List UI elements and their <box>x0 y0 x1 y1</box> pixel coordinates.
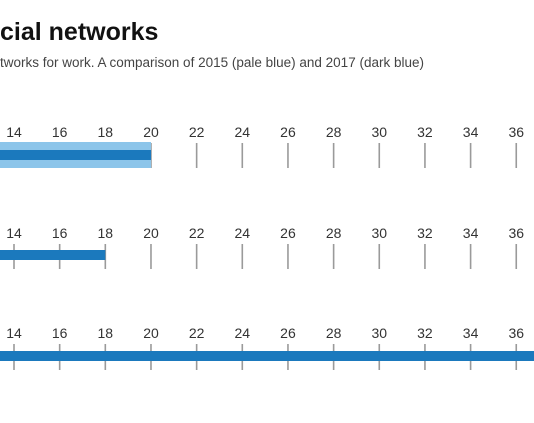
tick-label: 30 <box>371 225 387 241</box>
tick-label: 32 <box>417 124 433 140</box>
tick-label: 36 <box>508 225 524 241</box>
tick-label: 22 <box>189 225 205 241</box>
tick-label: 28 <box>326 325 342 341</box>
bar-2017 <box>0 150 151 160</box>
tick-label: 22 <box>189 124 205 140</box>
tick-label: 16 <box>52 225 68 241</box>
tick-label: 18 <box>98 225 114 241</box>
tick-label: 28 <box>326 124 342 140</box>
tick-label: 36 <box>508 325 524 341</box>
bar-2017 <box>0 351 534 361</box>
tick-label: 24 <box>235 325 251 341</box>
tick-label: 36 <box>508 124 524 140</box>
chart-subtitle: tworks for work. A comparison of 2015 (p… <box>0 55 424 70</box>
tick-label: 30 <box>371 325 387 341</box>
bar-2017 <box>0 250 106 260</box>
tick-label: 24 <box>235 124 251 140</box>
tick-label: 26 <box>280 325 296 341</box>
tick-label: 16 <box>52 124 68 140</box>
tick-label: 30 <box>371 124 387 140</box>
tick-label: 14 <box>6 124 22 140</box>
tick-label: 20 <box>143 124 159 140</box>
tick-label: 34 <box>463 225 479 241</box>
tick-label: 18 <box>98 124 114 140</box>
tick-label: 26 <box>280 124 296 140</box>
tick-label: 34 <box>463 325 479 341</box>
tick-label: 20 <box>143 325 159 341</box>
tick-label: 32 <box>417 325 433 341</box>
tick-label: 26 <box>280 225 296 241</box>
tick-label: 14 <box>6 225 22 241</box>
tick-label: 32 <box>417 225 433 241</box>
tick-label: 24 <box>235 225 251 241</box>
tick-label: 14 <box>6 325 22 341</box>
tick-label: 16 <box>52 325 68 341</box>
tick-label: 20 <box>143 225 159 241</box>
tick-label: 22 <box>189 325 205 341</box>
chart-title: cial networks <box>0 18 159 46</box>
tick-label: 18 <box>98 325 114 341</box>
tick-label: 28 <box>326 225 342 241</box>
tick-label: 34 <box>463 124 479 140</box>
